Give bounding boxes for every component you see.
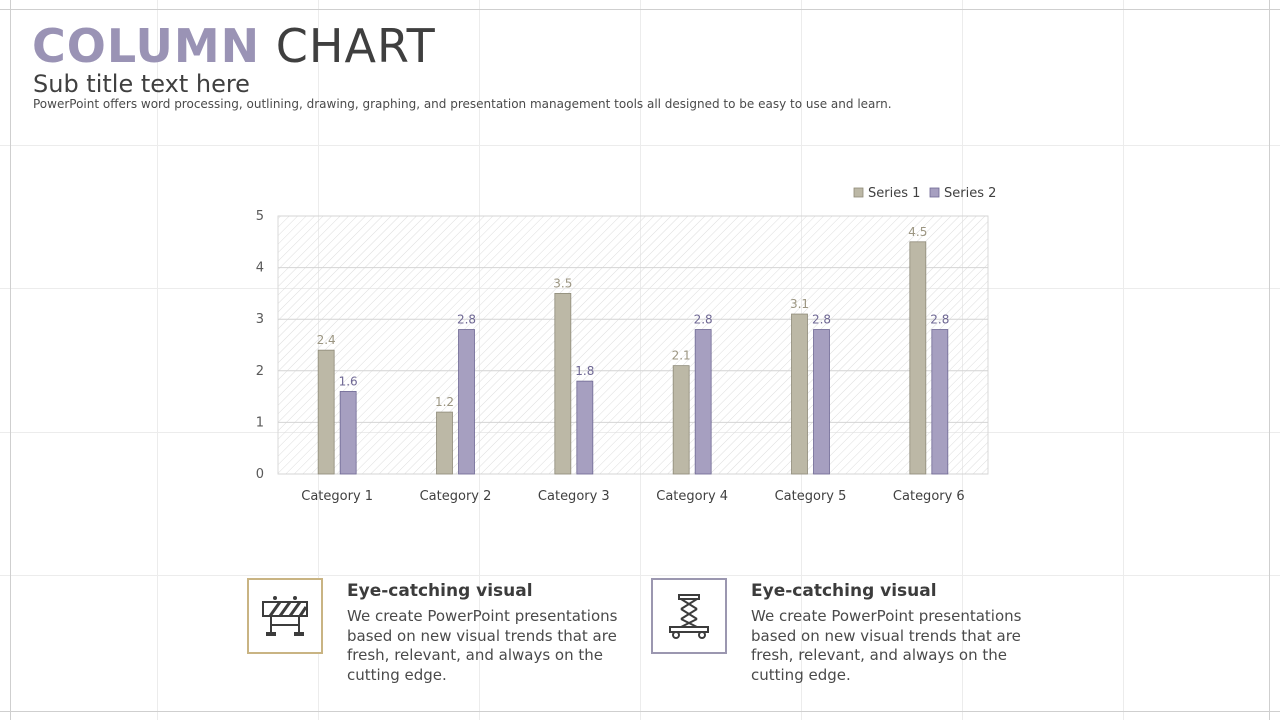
scissor-lift-icon <box>669 594 709 639</box>
bar-series1-5 <box>791 313 808 475</box>
legend-label-series2: Series 2 <box>944 186 996 201</box>
x-tick-label: Category 1 <box>301 489 373 504</box>
description: PowerPoint offers word processing, outli… <box>33 97 892 111</box>
data-label-series1-2: 1.2 <box>435 395 454 409</box>
title-highlight: COLUMN <box>32 19 261 73</box>
data-label-series1-6: 4.5 <box>908 225 927 239</box>
bar-series1-2 <box>436 411 453 475</box>
page-title: COLUMN CHART <box>32 20 436 72</box>
title-rest: CHART <box>275 19 436 73</box>
data-label-series2-5: 2.8 <box>812 313 831 327</box>
y-tick-label: 3 <box>256 312 264 327</box>
legend-swatch-series1 <box>853 187 864 198</box>
bar-series2-1 <box>339 391 357 475</box>
bar-series2-4 <box>694 329 712 475</box>
feature-icon-box-2 <box>651 578 727 654</box>
legend-swatch-series2 <box>929 187 940 198</box>
feature-title-2: Eye-catching visual <box>751 581 937 601</box>
feature-card-1: Eye-catching visual We create PowerPoint… <box>247 578 647 688</box>
bar-series1-6 <box>909 241 927 475</box>
feature-title-1: Eye-catching visual <box>347 581 533 601</box>
data-label-series1-1: 2.4 <box>317 333 336 347</box>
subtitle: Sub title text here <box>33 70 250 98</box>
road-barrier-icon <box>262 596 308 636</box>
bar-series1-3 <box>554 293 572 475</box>
feature-text-2: We create PowerPoint presentations based… <box>751 607 1022 684</box>
plot-area <box>277 215 989 475</box>
x-tick-label: Category 2 <box>420 489 492 504</box>
data-label-series2-2: 2.8 <box>457 313 476 327</box>
legend-label-series1: Series 1 <box>868 186 920 201</box>
data-label-series2-6: 2.8 <box>930 313 949 327</box>
bar-series1-1 <box>317 349 335 475</box>
data-label-series2-1: 1.6 <box>339 374 358 388</box>
feature-card-2: Eye-catching visual We create PowerPoint… <box>651 578 1051 688</box>
bar-series2-6 <box>931 329 949 475</box>
y-tick-label: 5 <box>256 209 264 224</box>
y-tick-label: 1 <box>256 415 264 430</box>
x-tick-label: Category 5 <box>775 489 847 504</box>
y-tick-label: 0 <box>256 467 264 482</box>
data-label-series1-4: 2.1 <box>672 349 691 363</box>
y-tick-label: 4 <box>256 261 264 276</box>
x-tick-label: Category 6 <box>893 489 965 504</box>
data-label-series1-3: 3.5 <box>553 276 572 290</box>
feature-icon-box-1 <box>247 578 323 654</box>
column-chart: 2.41.61.22.83.51.82.12.83.12.84.52.8 012… <box>256 186 997 504</box>
data-label-series1-5: 3.1 <box>790 297 809 311</box>
bar-series2-3 <box>576 380 594 475</box>
y-tick-label: 2 <box>256 364 264 379</box>
data-label-series2-3: 1.8 <box>575 364 594 378</box>
x-tick-label: Category 3 <box>538 489 610 504</box>
x-tick-label: Category 4 <box>656 489 728 504</box>
feature-text-1: We create PowerPoint presentations based… <box>347 607 618 684</box>
bar-series1-4 <box>672 365 690 475</box>
data-label-series2-4: 2.8 <box>694 313 713 327</box>
bar-series2-5 <box>813 329 830 475</box>
bar-series2-2 <box>458 329 475 475</box>
